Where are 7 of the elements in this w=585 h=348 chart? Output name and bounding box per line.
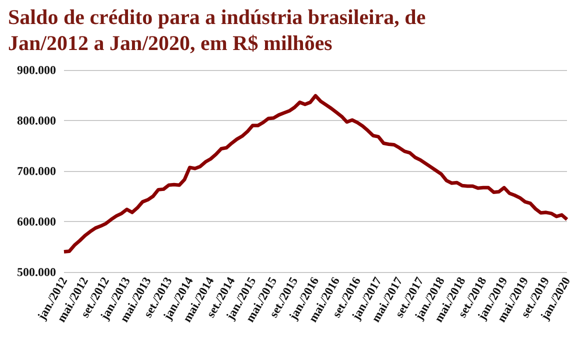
y-tick-label: 700.000 xyxy=(17,164,56,178)
line-series xyxy=(62,94,569,254)
y-tick-label: 800.000 xyxy=(17,114,56,128)
chart-title: Saldo de crédito para a indústria brasileira, de Jan/2012 a Jan/2020, em R$ milhões xyxy=(8,4,427,56)
y-tick-label: 900.000 xyxy=(17,63,56,77)
y-tick-label: 600.000 xyxy=(17,214,56,228)
y-tick-label: 500.000 xyxy=(17,265,56,279)
